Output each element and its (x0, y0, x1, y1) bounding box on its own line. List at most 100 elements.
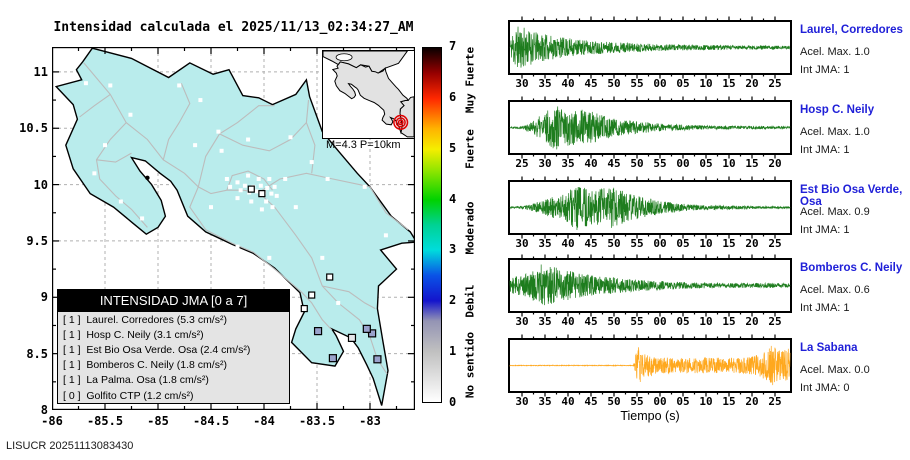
time-tick-label: 40 (561, 77, 575, 90)
time-axis-ticks: 30 35 40 45 50 55 00 05 10 15 20 25 (508, 315, 792, 328)
time-tick-label: 20 (745, 77, 759, 90)
time-tick-label: 25 (515, 157, 529, 170)
epicenter-target-icon (397, 119, 404, 126)
time-tick-label: 25 (768, 395, 782, 408)
colorbar-category-label: No sentido (463, 331, 477, 398)
epicenter-target-icon (393, 114, 409, 130)
station-marker (224, 176, 229, 181)
station-name: Laurel, Corredores (800, 24, 903, 36)
latitude-tick-label: 8.5 (26, 346, 48, 361)
time-tick-label: 00 (653, 77, 667, 90)
station-marker (246, 173, 251, 178)
station-marker (383, 233, 388, 238)
latitude-tick-label: 10.5 (19, 121, 48, 136)
station-marker (128, 112, 133, 117)
time-tick-label: 55 (630, 77, 644, 90)
time-tick-label: 20 (745, 315, 759, 328)
seismogram-trace (509, 345, 791, 386)
time-tick-label: 05 (676, 77, 690, 90)
time-tick-label: 55 (630, 395, 644, 408)
int-jma-value: Int JMA: 1 (800, 64, 850, 76)
time-tick-label: 10 (699, 237, 713, 250)
colorbar-tick-label: 4 (449, 191, 457, 206)
time-tick-label: 00 (653, 237, 667, 250)
time-tick-label: 50 (607, 315, 621, 328)
time-tick-label: 35 (538, 237, 552, 250)
station-marker-outlined (326, 273, 334, 281)
time-tick-label: 15 (745, 157, 759, 170)
station-marker (216, 129, 221, 134)
station-marker (258, 183, 263, 188)
station-marker (293, 205, 298, 210)
time-tick-label: 40 (561, 237, 575, 250)
time-tick-label: 25 (768, 77, 782, 90)
station-marker (118, 199, 123, 204)
station-marker (272, 184, 277, 189)
seismogram-trace (509, 26, 791, 68)
time-tick-label: 55 (653, 157, 667, 170)
time-tick-label: 35 (538, 77, 552, 90)
time-tick-label: 10 (722, 157, 736, 170)
longitude-tick-label: -83 (359, 414, 381, 428)
intensity-legend: INTENSIDAD JMA [0 a 7] [ 1 ] Laurel. Cor… (57, 289, 290, 405)
longitude-tick-label: -84.5 (192, 414, 230, 428)
colorbar-tick-label: 1 (449, 344, 457, 359)
acel-max-value: Acel. Max. 0.0 (800, 364, 870, 376)
station-marker (235, 180, 240, 185)
latitude-tick-label: 11 (33, 64, 48, 79)
station-marker-outlined (258, 190, 266, 198)
acel-max-value: Acel. Max. 0.6 (800, 284, 870, 296)
station-marker (235, 244, 240, 249)
latitude-tick-label: 9 (40, 290, 48, 305)
seismogram-trace (509, 106, 791, 150)
station-marker (187, 222, 192, 227)
station-marker (83, 81, 88, 86)
station-marker (283, 176, 288, 181)
time-tick-label: 30 (515, 315, 529, 328)
station-marker (274, 193, 279, 198)
colorbar-tick-label: 6 (449, 89, 457, 104)
legend-item: [ 1 ] La Palma. Osa (1.8 cm/s²) (63, 374, 209, 387)
station-marker (267, 255, 272, 260)
station-marker (309, 160, 314, 165)
time-tick-label: 35 (561, 157, 575, 170)
epicenter-inset-map (322, 50, 415, 139)
time-tick-label: 25 (768, 237, 782, 250)
legend-item: [ 1 ] Laurel. Corredores (5.3 cm/s²) (63, 313, 227, 326)
waveform-plot (508, 16, 792, 79)
time-tick-label: 05 (676, 395, 690, 408)
time-tick-label: 35 (538, 315, 552, 328)
station-name: La Sabana (800, 342, 858, 354)
station-marker (362, 184, 367, 189)
time-tick-label: 20 (768, 157, 782, 170)
latitude-tick-label: 9.5 (26, 233, 48, 248)
time-tick-label: 50 (607, 395, 621, 408)
station-marker (259, 207, 264, 212)
waveform-plot (508, 176, 792, 239)
magnitude-depth-label: M=4.3 P=10km (326, 139, 401, 151)
acel-max-value: Acel. Max. 1.0 (800, 126, 870, 138)
longitude-tick-label: -84 (253, 414, 275, 428)
time-tick-label: 45 (584, 315, 598, 328)
station-marker (246, 137, 251, 142)
legend-items: [ 1 ] Laurel. Corredores (5.3 cm/s²) [ 1 … (58, 312, 289, 403)
station-marker (228, 184, 233, 189)
station-marker (270, 205, 275, 210)
colorbar-tick-label: 0 (449, 395, 457, 409)
reported-intensity-station (362, 324, 371, 333)
time-axis-label: Tiempo (s) (620, 409, 680, 423)
legend-item: [ 1 ] Est Bio Osa Verde. Osa (2.4 cm/s²) (63, 343, 251, 356)
station-marker (209, 205, 213, 210)
time-tick-label: 30 (538, 157, 552, 170)
acel-max-value: Acel. Max. 0.9 (800, 206, 870, 218)
time-tick-label: 05 (676, 315, 690, 328)
time-tick-label: 10 (699, 77, 713, 90)
station-marker (177, 83, 182, 88)
int-jma-value: Int JMA: 1 (800, 144, 850, 156)
colorbar-tick-label: 2 (449, 293, 457, 308)
time-tick-label: 40 (561, 315, 575, 328)
station-marker (267, 176, 272, 181)
time-tick-label: 45 (584, 77, 598, 90)
time-tick-label: 05 (676, 237, 690, 250)
